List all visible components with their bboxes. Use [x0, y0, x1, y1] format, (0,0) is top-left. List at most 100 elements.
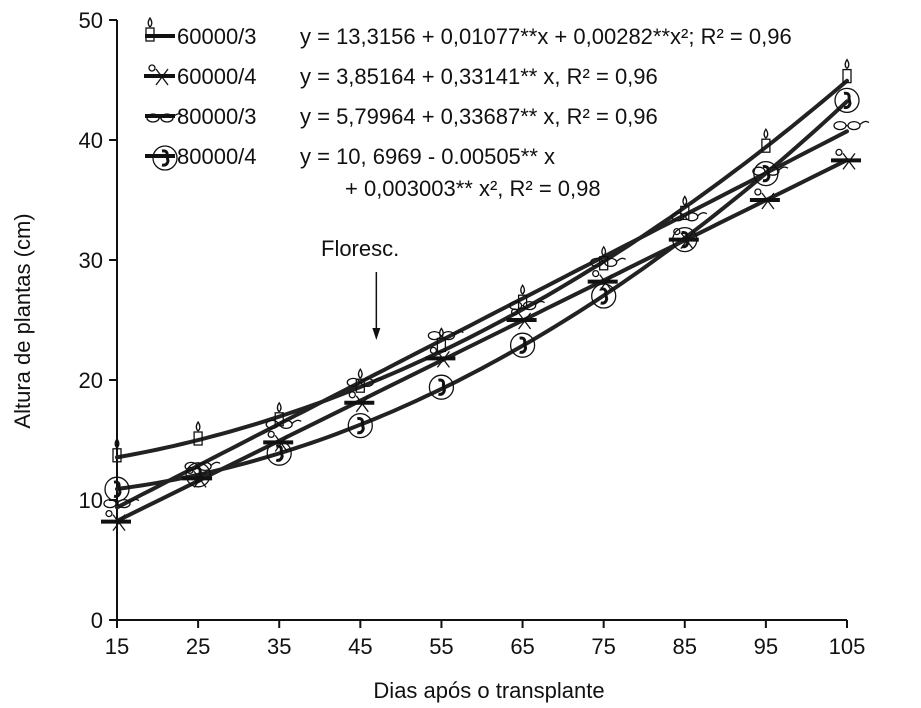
candle-icon [193, 420, 203, 446]
flowering-label: Floresc. [321, 236, 399, 261]
x-tick-label: 35 [267, 634, 291, 659]
glasses-icon [590, 257, 627, 268]
y-tick-label: 20 [79, 368, 103, 393]
y-axis-title: Altura de plantas (cm) [10, 213, 35, 428]
data-markers [101, 58, 870, 531]
candle-icon [599, 245, 609, 271]
phone-ring [428, 374, 455, 400]
scissors-ring [348, 391, 356, 399]
candle-flame [276, 401, 282, 413]
telephone-icon [834, 87, 860, 114]
telephone-icon [266, 440, 292, 466]
phone-handset [762, 164, 771, 183]
telephone-icon [428, 374, 455, 400]
x-tick-label: 85 [673, 634, 697, 659]
candle-body [599, 256, 609, 271]
phone-handset [113, 480, 122, 498]
x-tick-label: 95 [754, 634, 778, 659]
scissors-icon [263, 430, 294, 452]
glasses-frame [846, 120, 870, 127]
y-tick-label: 0 [91, 608, 103, 633]
legend-label: 80000/3 [177, 104, 257, 129]
glasses-frame [116, 498, 140, 505]
candle-body [112, 448, 122, 463]
legend-item-60000-3: 60000/3 y = 13,3156 + 0,01077**x + 0,002… [145, 16, 792, 49]
glasses-lens-left [833, 120, 847, 131]
phone-handset [194, 466, 203, 484]
glasses-lens-right [604, 257, 618, 268]
candle-icon [842, 58, 852, 84]
y-tick-label: 30 [79, 248, 103, 273]
glasses-icon [671, 212, 708, 222]
legend-item-60000-4: 60000/4 y = 3,85164 + 0,33141** x, R² = … [144, 64, 658, 89]
x-tick-label: 15 [105, 634, 129, 659]
fit-line-80000-3 [115, 129, 849, 510]
candle-body [436, 337, 447, 353]
legend-label: 80000/4 [177, 144, 257, 169]
flowering-arrow-head [372, 328, 381, 340]
x-tick-label: 25 [186, 634, 210, 659]
fit-line-80000-4 [115, 99, 849, 491]
legend-label: 60000/4 [177, 64, 257, 89]
scissors-ring [148, 64, 156, 72]
x-tick-label: 55 [429, 634, 453, 659]
phone-handset [600, 287, 609, 305]
candle-body [842, 68, 852, 84]
candle-flame [844, 58, 850, 70]
phone-ring [509, 332, 536, 358]
flowering-annotation: Floresc. [321, 236, 399, 340]
scissors-handles [274, 435, 288, 452]
scissors-handles [518, 312, 532, 330]
candle-icon [112, 437, 122, 463]
legend-equation: y = 13,3156 + 0,01077**x + 0,00282**x²; … [300, 24, 792, 49]
phone-handset [843, 91, 852, 110]
candle-icon [274, 401, 284, 427]
candle-flame [682, 195, 688, 206]
phone-handset [681, 230, 690, 249]
glasses-icon [265, 419, 302, 430]
fit-line-60000-3 [115, 78, 849, 460]
candle-flame [357, 368, 363, 379]
glasses-frame [278, 419, 302, 426]
scissors-ring [592, 269, 600, 278]
phone-ring [753, 160, 779, 187]
telephone-icon [509, 332, 536, 358]
glasses-lens-left [427, 330, 442, 341]
glasses-icon [427, 330, 464, 341]
phone-ring [834, 87, 860, 114]
y-tick-label: 50 [79, 8, 103, 33]
legend-item-80000-3: 80000/3 y = 5,79964 + 0,33687** x, R² = … [145, 104, 658, 129]
candle-flame [520, 284, 526, 295]
scissors-handles [112, 514, 126, 531]
legend-item-80000-4: 80000/4 y = 10, 6969 - 0.00505** x + 0,0… [145, 144, 601, 201]
glasses-frame [440, 330, 464, 337]
x-tick-label: 65 [510, 634, 534, 659]
phone-ring [347, 412, 373, 439]
candle-icon [761, 128, 771, 153]
telephone-icon [185, 462, 211, 488]
scissors-handles [436, 351, 450, 368]
candle-flame [601, 245, 607, 257]
legend-equation: y = 3,85164 + 0,33141** x, R² = 0,96 [300, 64, 658, 89]
legend-equation: y = 5,79964 + 0,33687** x, R² = 0,96 [300, 104, 658, 129]
telephone-icon [347, 412, 373, 439]
glasses-icon [508, 300, 545, 311]
glasses-icon [346, 377, 383, 388]
scissors-ring [105, 509, 113, 518]
glasses-frame [359, 377, 383, 384]
phone-ring [591, 283, 617, 309]
candle-flame [195, 420, 201, 432]
telephone-icon [104, 476, 130, 502]
x-tick-label: 45 [348, 634, 372, 659]
x-tick-label: 105 [829, 634, 866, 659]
phone-ring [185, 462, 211, 488]
scissors-ring [673, 227, 681, 236]
fit-curves [115, 78, 849, 523]
legend-equation: y = 10, 6969 - 0.00505** x [300, 144, 555, 169]
y-tick-label: 40 [79, 128, 103, 153]
candle-flame [147, 16, 153, 28]
phone-ring [672, 226, 698, 253]
candle-flame [763, 128, 769, 139]
glasses-frame [521, 300, 545, 307]
phone-handset [275, 444, 284, 462]
